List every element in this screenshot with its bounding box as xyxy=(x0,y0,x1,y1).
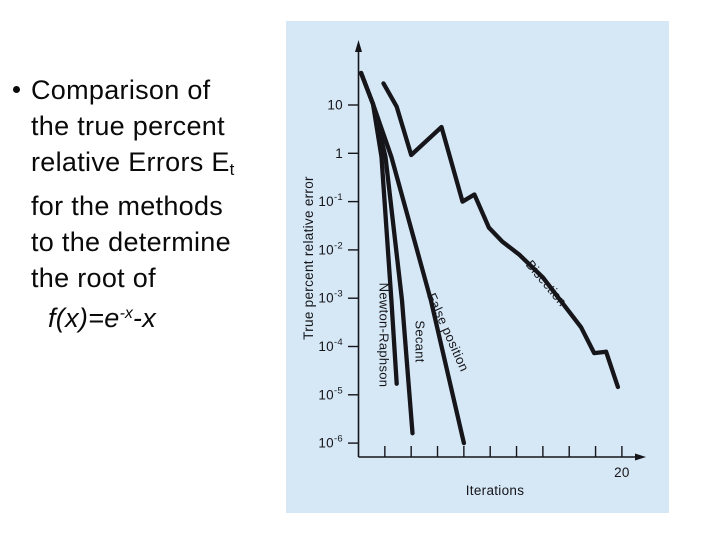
formula-prefix: f(x)=e xyxy=(48,303,120,333)
formula-line: f(x)=e-x-x xyxy=(12,296,284,336)
y-tick-label: 10-2 xyxy=(318,240,343,257)
chart-panel: 10 1 10-1 10-2 10-3 10-4 10-5 10-6 20 True perc… xyxy=(286,21,669,513)
y-tick-label: 1 xyxy=(335,146,343,161)
y-axis-arrow-icon xyxy=(355,40,362,52)
bullet-line-5: to the determine xyxy=(31,227,231,257)
bullet-icon xyxy=(13,86,20,93)
series-bisection xyxy=(381,81,621,390)
bullet-line-1: Comparison of xyxy=(31,75,211,105)
y-tick-label: 10-6 xyxy=(318,434,343,451)
x-axis-arrow-icon xyxy=(635,453,646,461)
y-tick-label: 10-4 xyxy=(318,337,343,354)
bullet-item: Comparison of the true percent relative … xyxy=(12,72,284,336)
y-tick-label: 10-5 xyxy=(318,385,343,402)
series-curves xyxy=(358,70,621,446)
x-axis-title: Iterations xyxy=(466,483,525,498)
x-axis-tick-labels: 20 xyxy=(614,465,630,480)
x-tick-label: 20 xyxy=(614,465,630,480)
series-false-position xyxy=(358,70,467,446)
curve-label-secant: Secant xyxy=(413,320,428,362)
curve-label-newton-raphson: Newton-Raphson xyxy=(377,283,392,388)
y-axis-title: True percent relative error xyxy=(301,176,316,340)
curve-label-false-position: False position xyxy=(424,291,472,374)
y-tick-label: 10 xyxy=(327,98,343,113)
bullet-line-4: for the methods xyxy=(31,191,224,221)
y-axis-tick-labels: 10 1 10-1 10-2 10-3 10-4 10-5 10-6 xyxy=(318,98,343,451)
bullet-line-3: relative Errors Et xyxy=(12,144,284,188)
y-axis-ticks xyxy=(348,104,359,444)
convergence-chart: 10 1 10-1 10-2 10-3 10-4 10-5 10-6 20 True perc… xyxy=(301,40,646,498)
bullet-line-6: the root of xyxy=(31,263,156,293)
y-tick-label: 10-1 xyxy=(318,192,343,209)
formula-superscript: -x xyxy=(119,305,133,322)
y-tick-label: 10-3 xyxy=(318,289,343,306)
formula-suffix: -x xyxy=(132,303,156,333)
subscript-t: t xyxy=(229,160,235,179)
bullet-line-2: the true percent xyxy=(31,111,225,141)
bullet-line-3-text: relative Errors E xyxy=(31,147,230,177)
curve-label-bisection: Bisection xyxy=(523,257,570,309)
x-axis-ticks xyxy=(384,446,623,457)
